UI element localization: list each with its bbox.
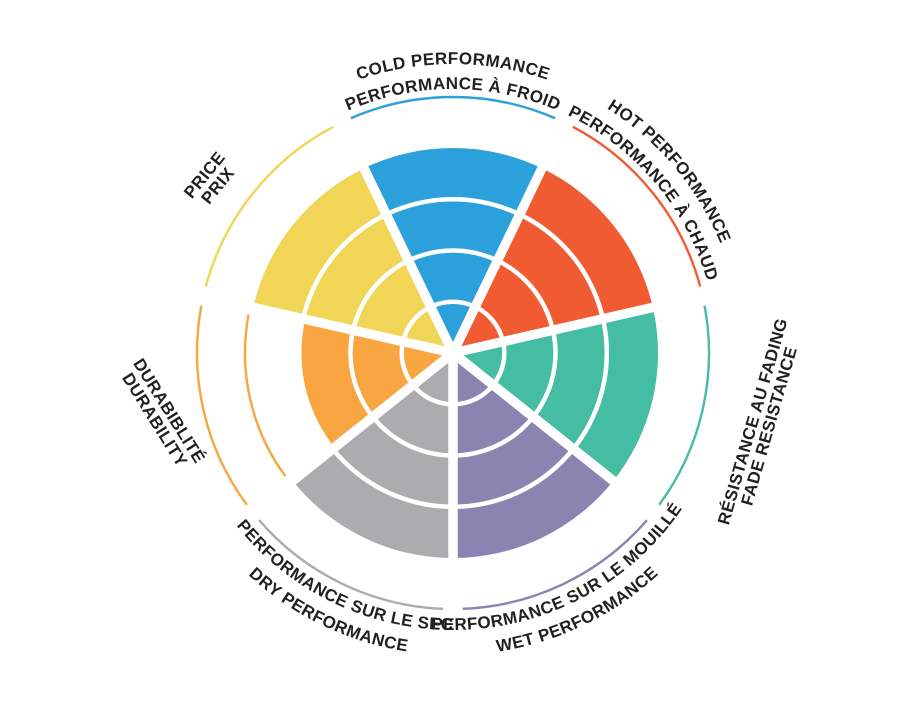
label-arc-fade-resistance [658, 305, 711, 506]
label-arc-wet-performance [462, 519, 648, 611]
wedge-separator [451, 300, 662, 358]
wedge-separator [356, 159, 458, 356]
label-arc-durability [195, 305, 248, 506]
label-text-hot-performance-1: HOT PERFORMANCE [605, 96, 735, 246]
rim-arc-durability [243, 314, 287, 478]
label-arc-hot-performance [572, 125, 702, 287]
wedge-separator [283, 349, 456, 490]
label-fade-resistance: RÉSISTANCE AU FADINGFADE RESISTANCE [714, 316, 808, 532]
label-arc-cold-performance [350, 95, 556, 120]
wedge-wet-performance [453, 353, 614, 558]
wedge-dry-performance [292, 353, 453, 558]
label-durability: DURABIBLITÉDURABILITY [115, 355, 209, 476]
wedge-separator [450, 349, 623, 490]
wedge-price [253, 168, 453, 353]
wedge-durability [299, 318, 453, 449]
label-hot-performance-line1: HOT PERFORMANCE [605, 96, 735, 246]
wedge-separator [244, 300, 455, 358]
wedge-separator [448, 159, 550, 356]
label-arc-price [204, 125, 334, 287]
label-arc-dry-performance [258, 519, 444, 611]
label-price: PRICEPRIX [180, 148, 242, 213]
wedge-hot-performance [453, 168, 653, 353]
